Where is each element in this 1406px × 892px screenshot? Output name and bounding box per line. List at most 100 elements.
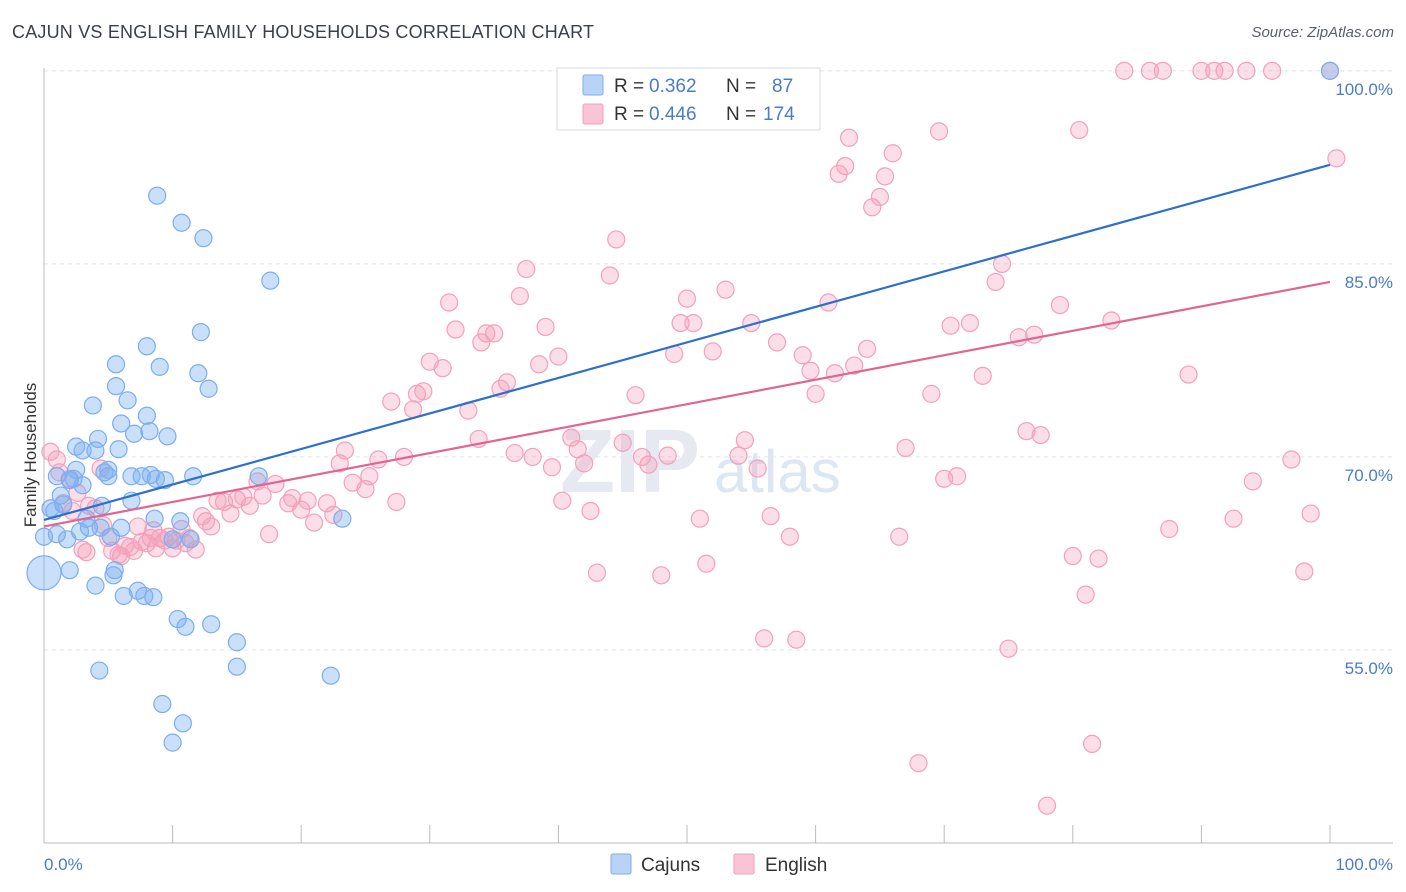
cajun-point [137,406,156,425]
english-point [1224,509,1243,528]
cajun-point [90,661,109,680]
english-point [517,259,536,279]
axes [43,68,1393,844]
english-point [941,316,960,335]
cajun-point [137,337,156,356]
legend-n-cajun: 87 [772,76,793,97]
cajun-point [114,586,133,606]
english-point [497,373,517,392]
english-point [196,512,216,531]
english-point [947,467,967,486]
cajun-point [194,229,213,248]
english-point [839,128,859,147]
english-point [729,446,748,465]
english-point [1089,549,1108,568]
english-point [671,313,690,333]
cajun-point [145,509,164,528]
correlation-legend: R = 0.362 N = 87 R = 0.446 N = 174 [556,67,821,131]
english-point [259,525,279,544]
cajun-point [54,495,73,514]
x-tick-label-start: 0.0% [44,855,83,874]
english-point [1327,149,1346,168]
english-point [1205,61,1224,80]
english-point [414,382,433,401]
legend-r-cajun: 0.362 [649,76,697,97]
english-point [553,491,572,510]
english-point [1031,425,1050,445]
cajun-point [189,364,208,383]
english-point [562,428,581,447]
english-points [41,61,1346,815]
cajun-point [88,429,108,449]
trend-lines [43,163,1331,528]
english-point [1237,61,1256,80]
english-point [875,167,895,186]
bottom-label-cajun: Cajuns [641,855,700,876]
cajun-point [60,561,79,580]
cajun-point [227,657,246,676]
cajun-point [199,379,218,398]
cajun-point [148,186,167,205]
cajun-point [202,615,221,634]
english-point [587,563,607,582]
english-point [292,500,311,519]
english-point [684,313,703,333]
series-legend: Cajuns English [610,853,827,876]
english-point [298,491,317,510]
english-point [439,293,459,312]
english-point [857,339,877,358]
english-point [922,384,941,403]
english-point [505,443,524,463]
cajun-point [171,512,190,531]
english-point [755,629,774,648]
english-point [1301,504,1320,523]
english-point [1063,546,1082,566]
y-tick-label: 55.0% [1345,659,1393,678]
bottom-swatch-english [733,853,755,875]
cajun-point [168,609,187,629]
english-point [697,554,716,573]
english-point [477,324,496,343]
english-point [335,441,355,460]
english-point [716,280,735,299]
cajun-point [99,460,118,479]
cajun-point [1320,61,1340,80]
english-point [1215,61,1234,80]
english-point [639,455,658,474]
cajun-point [112,414,131,433]
english-point [780,527,799,546]
english-point [1295,562,1314,581]
legend-r-english: 0.446 [649,104,697,125]
cajun-point [91,518,110,537]
english-point [613,433,632,452]
cajun-point [106,355,126,374]
english-point [1037,796,1057,815]
english-point [1153,61,1172,80]
cajun-point [150,357,169,376]
english-point [63,501,82,521]
english-point [836,156,855,176]
cajun-point [112,518,131,537]
english-point [690,509,709,528]
english-point [581,501,600,521]
english-point [202,517,221,536]
english-point [472,333,491,352]
english-point [1263,61,1282,80]
watermark-atlas: atlas [714,438,841,505]
english-point [387,492,406,512]
english-point [186,540,205,559]
english-point [523,447,542,467]
english-point [806,384,825,403]
cajun-point [163,733,182,752]
english-point [1282,450,1301,469]
cajun-point [321,666,340,685]
english-point [369,450,388,469]
english-point [600,266,619,285]
english-point [324,505,343,524]
x-tick-label-end: 100.0% [1335,855,1393,874]
cajun-point [105,561,124,580]
english-point [542,458,562,477]
cajun-point [172,213,191,232]
chart-title: CAJUN VS ENGLISH FAMILY HOUSEHOLDS CORRE… [12,22,595,42]
